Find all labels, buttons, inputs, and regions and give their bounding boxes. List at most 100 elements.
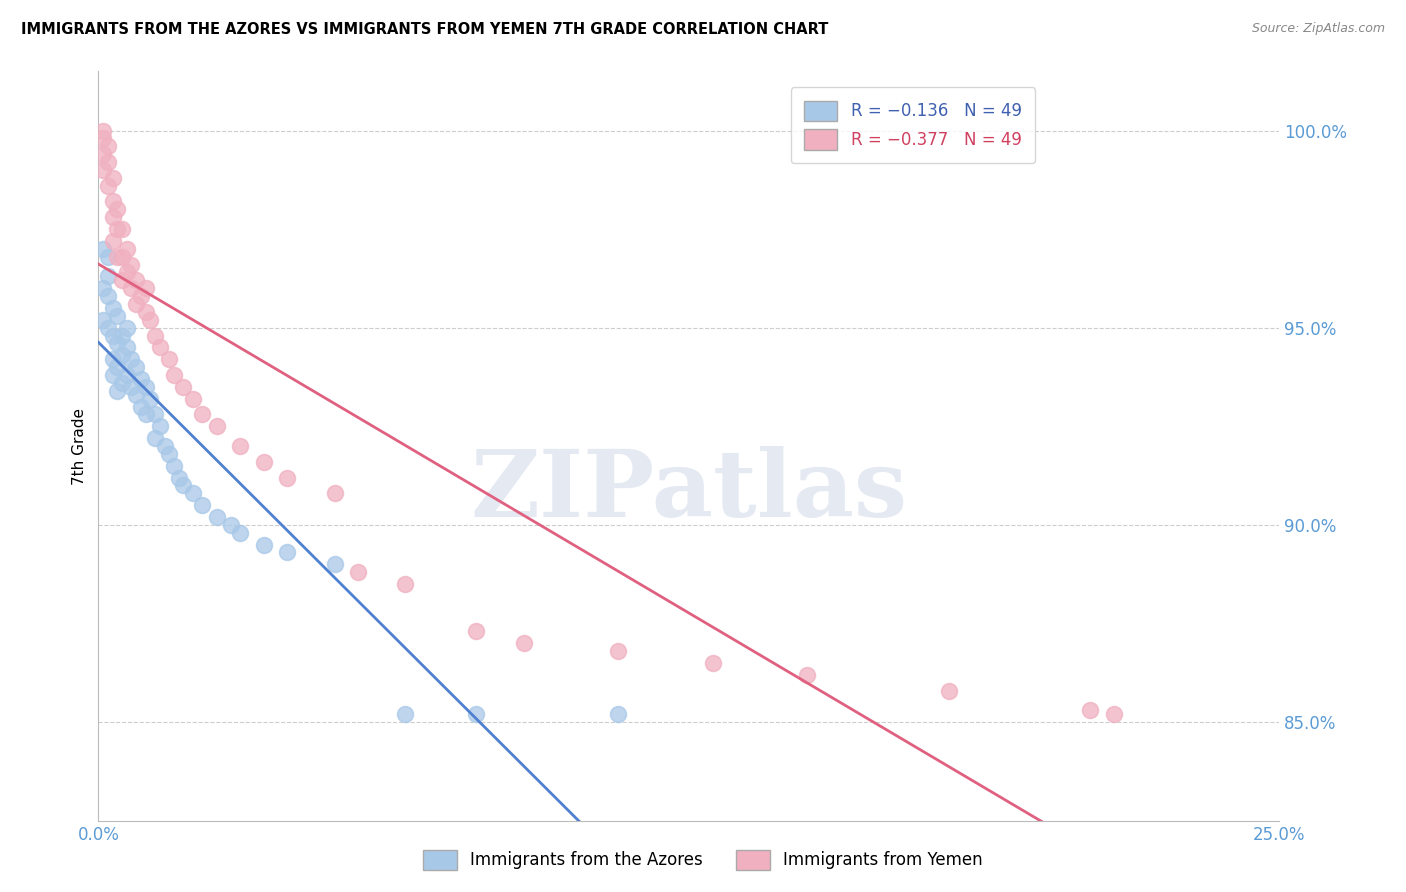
Point	[465, 624, 488, 639]
Point	[143, 431, 166, 445]
Point	[607, 707, 630, 722]
Point	[105, 384, 128, 398]
Legend: R = −0.136   N = 49, R = −0.377   N = 49: R = −0.136 N = 49, R = −0.377 N = 49	[790, 87, 1035, 163]
Point	[101, 368, 124, 382]
Point	[181, 486, 204, 500]
Point	[163, 368, 186, 382]
Point	[105, 309, 128, 323]
Point	[191, 408, 214, 422]
Point	[702, 656, 724, 670]
Point	[796, 667, 818, 681]
Point	[97, 320, 120, 334]
Point	[135, 380, 157, 394]
Point	[139, 392, 162, 406]
Point	[105, 222, 128, 236]
Point	[111, 348, 134, 362]
Point	[111, 222, 134, 236]
Point	[111, 250, 134, 264]
Point	[91, 163, 114, 178]
Point	[97, 178, 120, 193]
Point	[101, 170, 124, 185]
Point	[149, 340, 172, 354]
Point	[111, 328, 134, 343]
Point	[97, 269, 120, 284]
Point	[135, 305, 157, 319]
Point	[172, 380, 194, 394]
Point	[607, 644, 630, 658]
Text: ZIPatlas: ZIPatlas	[471, 446, 907, 536]
Legend: Immigrants from the Azores, Immigrants from Yemen: Immigrants from the Azores, Immigrants f…	[416, 843, 990, 877]
Point	[115, 265, 138, 279]
Point	[101, 211, 124, 225]
Text: IMMIGRANTS FROM THE AZORES VS IMMIGRANTS FROM YEMEN 7TH GRADE CORRELATION CHART: IMMIGRANTS FROM THE AZORES VS IMMIGRANTS…	[21, 22, 828, 37]
Point	[191, 498, 214, 512]
Point	[91, 281, 114, 295]
Point	[172, 478, 194, 492]
Point	[115, 320, 138, 334]
Point	[115, 340, 138, 354]
Point	[121, 352, 143, 367]
Point	[276, 470, 298, 484]
Point	[512, 636, 534, 650]
Point	[97, 155, 120, 169]
Point	[101, 352, 124, 367]
Point	[121, 281, 143, 295]
Point	[97, 289, 120, 303]
Point	[121, 380, 143, 394]
Point	[91, 147, 114, 161]
Point	[115, 242, 138, 256]
Point	[205, 510, 228, 524]
Point	[149, 419, 172, 434]
Point	[1080, 703, 1102, 717]
Point	[153, 439, 176, 453]
Point	[143, 408, 166, 422]
Point	[205, 419, 228, 434]
Point	[229, 439, 252, 453]
Point	[105, 336, 128, 351]
Point	[253, 455, 276, 469]
Point	[253, 538, 276, 552]
Point	[394, 577, 416, 591]
Point	[115, 368, 138, 382]
Point	[129, 289, 152, 303]
Point	[91, 313, 114, 327]
Point	[111, 376, 134, 390]
Y-axis label: 7th Grade: 7th Grade	[72, 408, 87, 484]
Point	[111, 273, 134, 287]
Text: Source: ZipAtlas.com: Source: ZipAtlas.com	[1251, 22, 1385, 36]
Point	[125, 273, 148, 287]
Point	[105, 202, 128, 217]
Point	[157, 352, 180, 367]
Point	[276, 545, 298, 559]
Point	[125, 297, 148, 311]
Point	[101, 234, 124, 248]
Point	[97, 250, 120, 264]
Point	[129, 400, 152, 414]
Point	[323, 486, 346, 500]
Point	[347, 565, 370, 579]
Point	[139, 313, 162, 327]
Point	[125, 388, 148, 402]
Point	[143, 328, 166, 343]
Point	[121, 258, 143, 272]
Point	[323, 558, 346, 572]
Point	[105, 250, 128, 264]
Point	[101, 301, 124, 315]
Point	[97, 139, 120, 153]
Point	[938, 683, 960, 698]
Point	[229, 525, 252, 540]
Point	[101, 328, 124, 343]
Point	[135, 281, 157, 295]
Point	[91, 242, 114, 256]
Point	[1102, 707, 1125, 722]
Point	[101, 194, 124, 209]
Point	[219, 517, 242, 532]
Point	[129, 372, 152, 386]
Point	[135, 408, 157, 422]
Point	[105, 360, 128, 375]
Point	[181, 392, 204, 406]
Point	[91, 131, 114, 145]
Point	[125, 360, 148, 375]
Point	[91, 123, 114, 137]
Point	[465, 707, 488, 722]
